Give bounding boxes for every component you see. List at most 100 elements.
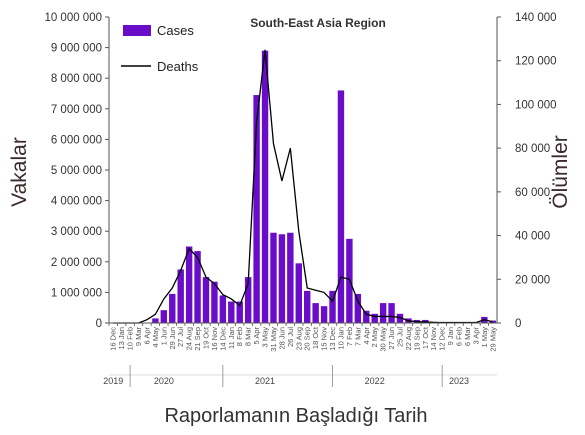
year-label: 2020 [154,376,174,386]
x-tick-label: 22 Aug [404,327,413,350]
legend: Cases Deaths [121,23,199,74]
x-tick-label: 7 Feb [345,327,354,346]
x-tick-label: 13 Dec [328,327,337,351]
cases-bar [304,290,311,323]
x-tick-label: 18 Oct [311,326,320,349]
x-tick-label: 26 Jul [286,327,295,347]
x-tick-label: 10 Jan [336,327,345,350]
y-tick-label: 8 000 000 [51,73,102,85]
legend-cases-swatch [123,25,151,36]
legend-cases-label: Cases [157,23,194,38]
x-tick-label: 4 May [151,327,160,348]
cases-bar [363,310,370,323]
x-tick-label: 3 May [261,327,270,348]
x-tick-label: 2 May [370,327,379,348]
deaths-line [113,49,493,324]
y2-tick-label: 120 000 [515,56,557,68]
x-tick-label: 19 Sep [412,327,421,351]
x-tick-label: 10 Feb [126,327,135,350]
cases-bar [177,269,184,323]
year-label: 2022 [365,376,385,386]
x-tick-label: 6 Feb [455,327,464,346]
y-tick-label: 5 000 000 [51,165,102,177]
x-tick-label: 4 Apr [362,327,371,345]
chart-title: South-East Asia Region [250,16,386,30]
x-tick-label: 8 Feb [235,327,244,346]
x-tick-label: 7 Mar [353,326,362,346]
y-tick-label: 2 000 000 [51,257,102,269]
cases-bar [312,303,319,323]
x-tick-label: 1 Jun [159,327,168,345]
cases-bar [295,263,302,323]
x-axis-label: Raporlamanın Başladığı Tarih [164,405,427,427]
cases-bar [169,293,176,323]
cases-bar [329,290,336,323]
cases-bar [337,90,345,323]
x-tick-label: 9 Mar [134,326,143,346]
y-axis-label: Vakalar [8,137,31,207]
x-tick-label: 17 Oct [421,326,430,349]
x-tick-label: 11 Jan [227,327,236,349]
cases-bar [244,277,252,323]
cases-bar [219,295,227,323]
cases-bar [270,232,277,323]
cases-bar [396,313,404,323]
tick-labels: 0 1 000 000 2 000 000 3 000 000 4 000 000 5 0… [44,12,556,386]
cases-bar [160,310,168,323]
y2-tick-label: 60 000 [515,187,550,199]
y2-tick-label: 0 [515,318,521,330]
x-tick-label: 27 Jul [176,327,185,347]
cases-bar [211,281,218,323]
x-tick-label: 19 Oct [202,326,211,349]
x-tick-label: 29 Jun [168,327,177,350]
y2-tick-label: 80 000 [515,143,550,155]
y-tick-label: 4 000 000 [51,196,102,208]
x-tick-label: 30 May [379,327,388,352]
axes [105,16,501,387]
y2-tick-label: 100 000 [515,99,557,111]
legend-deaths-label: Deaths [157,59,199,74]
x-tick-label: 25 Jul [396,327,405,347]
x-tick-label: 20 Sep [303,327,312,351]
cases-bar [278,234,286,323]
cases-bar [388,303,395,323]
cases-bar [185,246,193,323]
x-tick-label: 5 Apr [252,327,261,345]
year-label: 2021 [255,376,275,386]
x-tick-label: 3 Apr [471,327,480,345]
cases-bar [202,277,210,323]
cases-bars [152,50,496,323]
y-tick-label: 7 000 000 [51,104,102,116]
cases-bar [194,251,201,323]
y-tick-label: 0 [96,318,102,330]
x-tick-label: 6 Mar [463,326,472,346]
x-tick-label: 16 Nov [210,327,219,351]
y2-tick-label: 140 000 [515,12,557,24]
x-tick-label: 14 Nov [429,327,438,351]
x-tick-label: 8 Mar [244,326,253,346]
y2-tick-label: 20 000 [515,274,550,286]
x-tick-label: 29 May [488,327,497,352]
y2-tick-label: 40 000 [515,231,550,243]
x-tick-label: 23 Aug [294,327,303,350]
x-tick-label: 21 Sep [193,327,202,351]
cases-bar [228,301,235,323]
x-tick-label: 28 Jun [277,327,286,350]
x-tick-label: 6 Apr [142,327,151,345]
y-tick-label: 10 000 000 [44,12,102,24]
x-tick-label: 13 Jan [117,327,126,350]
cases-bar [253,95,260,323]
y-tick-label: 9 000 000 [51,43,102,55]
x-tick-label: 9 Jan [446,327,455,345]
cases-bar [379,303,387,323]
y-tick-label: 1 000 000 [51,287,102,299]
cases-bar [371,313,378,323]
x-tick-label: 31 May [269,327,278,352]
y-tick-label: 6 000 000 [51,134,102,146]
cases-bar [236,301,243,323]
x-tick-label: 14 Dec [218,327,227,351]
year-label: 2019 [103,376,123,386]
cases-bar [152,318,159,323]
y-tick-label: 3 000 000 [51,226,102,238]
